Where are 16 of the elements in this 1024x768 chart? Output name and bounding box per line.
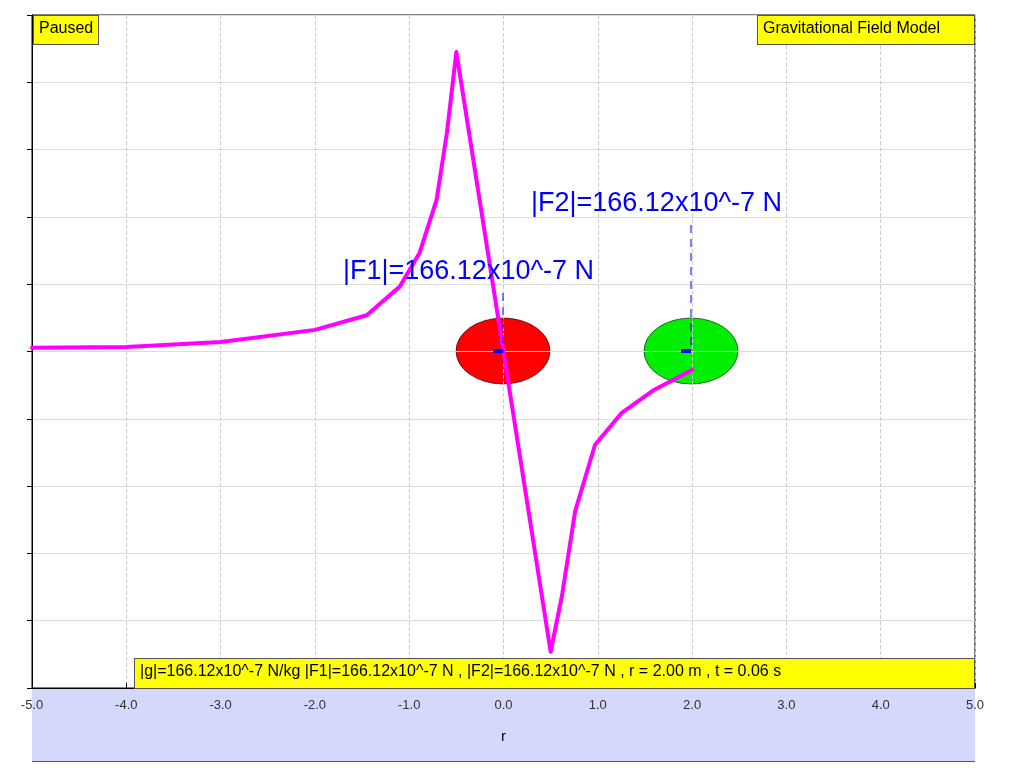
annotation: |F2|=166.12x10^-7 N — [531, 187, 783, 218]
x-tick-label: 5.0 — [965, 697, 985, 712]
x-tick-label: 1.0 — [588, 697, 607, 712]
x-tick-label: 0.0 — [494, 697, 513, 712]
x-tick-label: -3.0 — [209, 697, 232, 712]
x-axis-title: r — [501, 727, 506, 744]
x-tick-label: -1.0 — [398, 697, 421, 712]
x-tick-label: 3.0 — [777, 697, 796, 712]
readout-box: |g|=166.12x10^-7 N/kg |F1|=166.12x10^-7 N , |F2|=166.12x10^-7 N , r = 2.00 m , t = 0.06 s — [134, 658, 975, 689]
x-tick-label: -2.0 — [303, 697, 327, 712]
title-box: Gravitational Field Model — [757, 15, 975, 45]
x-tick-label: 4.0 — [871, 697, 890, 712]
x-tick-label: -4.0 — [115, 697, 138, 712]
x-tick-label: -5.0 — [20, 697, 44, 712]
status-box: Paused — [33, 15, 100, 45]
x-tick-label: 2.0 — [683, 697, 702, 712]
